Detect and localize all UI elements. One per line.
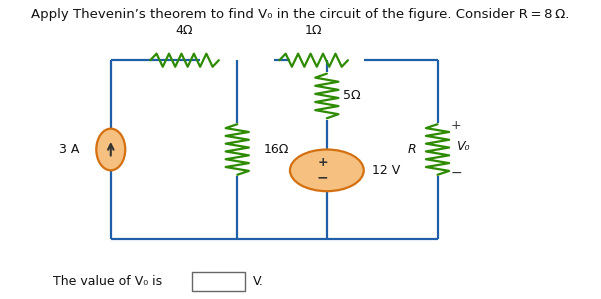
Text: V.: V. — [253, 275, 264, 288]
Ellipse shape — [96, 129, 125, 170]
Text: Apply Thevenin’s theorem to find V₀ in the circuit of the figure. Consider R = 8: Apply Thevenin’s theorem to find V₀ in t… — [31, 8, 570, 21]
Circle shape — [290, 150, 364, 191]
Text: 12 V: 12 V — [371, 164, 400, 177]
Text: 5Ω: 5Ω — [343, 89, 360, 103]
Text: +: + — [317, 156, 328, 170]
Text: 4Ω: 4Ω — [176, 24, 194, 37]
Text: The value of V₀ is: The value of V₀ is — [53, 275, 162, 289]
FancyBboxPatch shape — [192, 271, 245, 291]
Text: 1Ω: 1Ω — [305, 24, 322, 37]
Text: V₀: V₀ — [456, 140, 469, 153]
Text: R: R — [408, 143, 416, 156]
Text: −: − — [451, 166, 462, 180]
Text: 16Ω: 16Ω — [264, 143, 289, 156]
Text: 3 A: 3 A — [59, 143, 79, 156]
Text: −: − — [317, 171, 329, 185]
Text: +: + — [451, 119, 462, 132]
